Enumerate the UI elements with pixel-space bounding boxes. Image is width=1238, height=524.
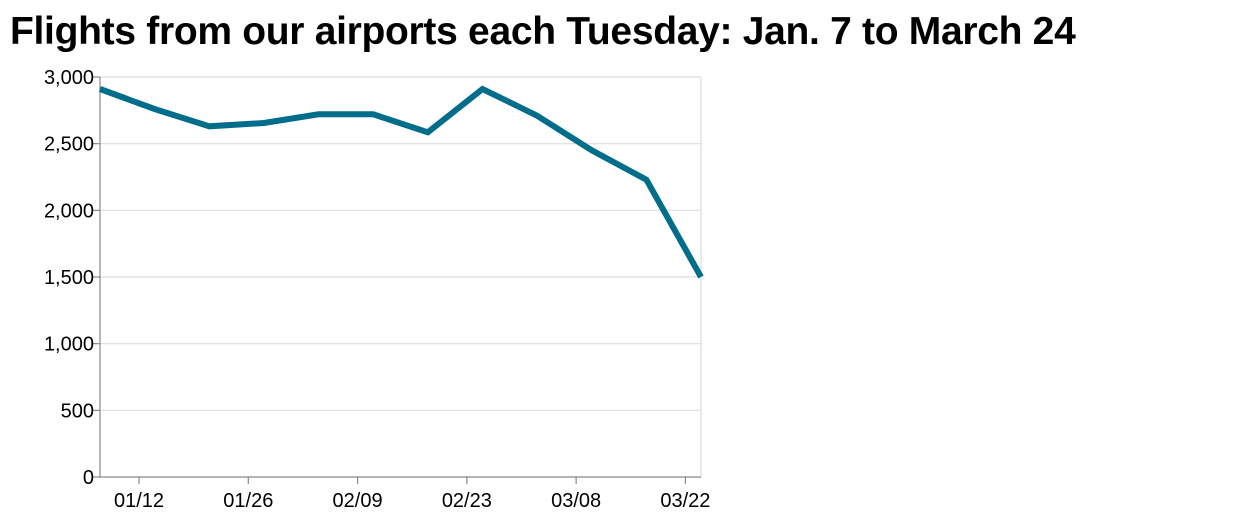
x-tick-label: 03/08	[551, 490, 601, 512]
x-tick-label: 02/09	[333, 490, 383, 512]
y-tick-label: 2,500	[44, 134, 94, 156]
x-tick-label: 03/22	[660, 490, 710, 512]
y-tick-label: 3,000	[44, 67, 94, 89]
y-axis: 0 500 1,000 1,500 2,000 2,500 3,000	[44, 67, 100, 489]
x-tick-label: 01/12	[114, 490, 164, 512]
y-tick-label: 1,000	[44, 334, 94, 356]
chart-title: Flights from our airports each Tuesday: …	[10, 10, 1076, 53]
series-group	[98, 85, 704, 279]
x-tick-label: 02/23	[442, 490, 492, 512]
gridlines	[100, 76, 701, 411]
y-tick-label: 500	[61, 400, 94, 422]
y-tick-label: 2,000	[44, 200, 94, 222]
y-tick-label: 1,500	[44, 267, 94, 289]
y-tick-label: 0	[83, 467, 94, 489]
series-line	[98, 85, 704, 279]
x-tick-label: 01/26	[223, 490, 273, 512]
x-axis: 01/12 01/26 02/09 02/23 03/08 03/22	[114, 477, 710, 512]
